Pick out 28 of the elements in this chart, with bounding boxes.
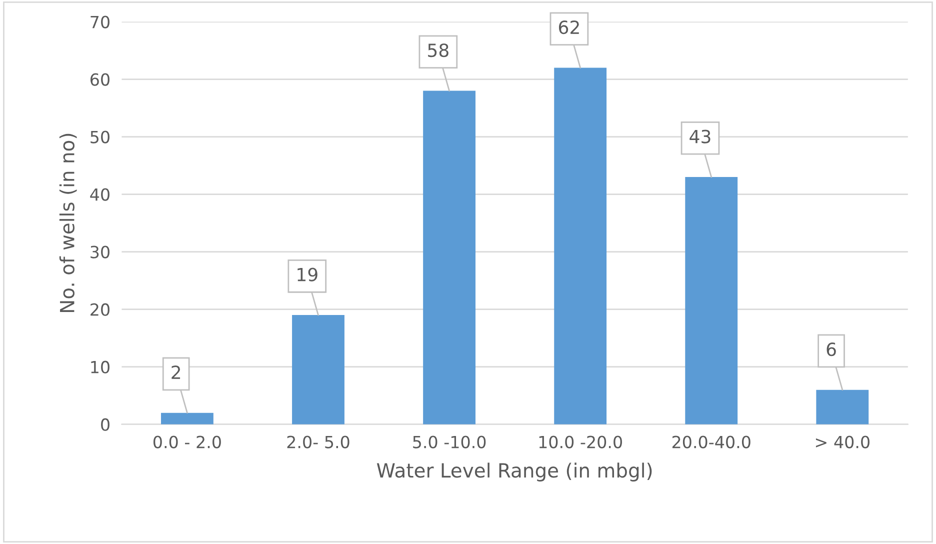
data-label: 43 bbox=[690, 130, 710, 144]
data-label: 58 bbox=[428, 43, 448, 58]
y-tick-label: 50 bbox=[90, 130, 110, 144]
bar bbox=[554, 68, 607, 424]
y-tick-label: 30 bbox=[90, 246, 110, 258]
x-tick-label: 10.0 -20.0 bbox=[539, 436, 622, 448]
x-tick-label: 2.0- 5.0 bbox=[287, 436, 350, 448]
x-axis-title: Water Level Range (in mbgl) bbox=[376, 462, 652, 482]
data-label: 2 bbox=[172, 366, 180, 379]
data-label: 62 bbox=[558, 20, 579, 34]
data-label: 19 bbox=[298, 268, 318, 282]
y-tick-label: 0 bbox=[101, 418, 110, 431]
bar bbox=[292, 315, 344, 424]
x-tick-label: 20.0-40.0 bbox=[672, 436, 750, 448]
y-tick-label: 20 bbox=[90, 303, 110, 316]
x-tick-label: > 40.0 bbox=[816, 436, 870, 448]
y-tick-label: 10 bbox=[91, 360, 110, 374]
data-label: 6 bbox=[826, 342, 836, 356]
bar bbox=[160, 412, 214, 424]
x-tick-label: 5.0 -10.0 bbox=[413, 436, 486, 448]
y-tick-label: 40 bbox=[90, 188, 110, 201]
bar bbox=[685, 177, 738, 424]
y-tick-label: 60 bbox=[90, 73, 110, 86]
bar bbox=[423, 90, 476, 424]
y-tick-label: 70 bbox=[90, 16, 110, 28]
x-tick-label: 0.0 - 2.0 bbox=[153, 436, 221, 448]
bar bbox=[816, 390, 869, 424]
y-axis-title: No. of wells (in no) bbox=[59, 134, 77, 312]
